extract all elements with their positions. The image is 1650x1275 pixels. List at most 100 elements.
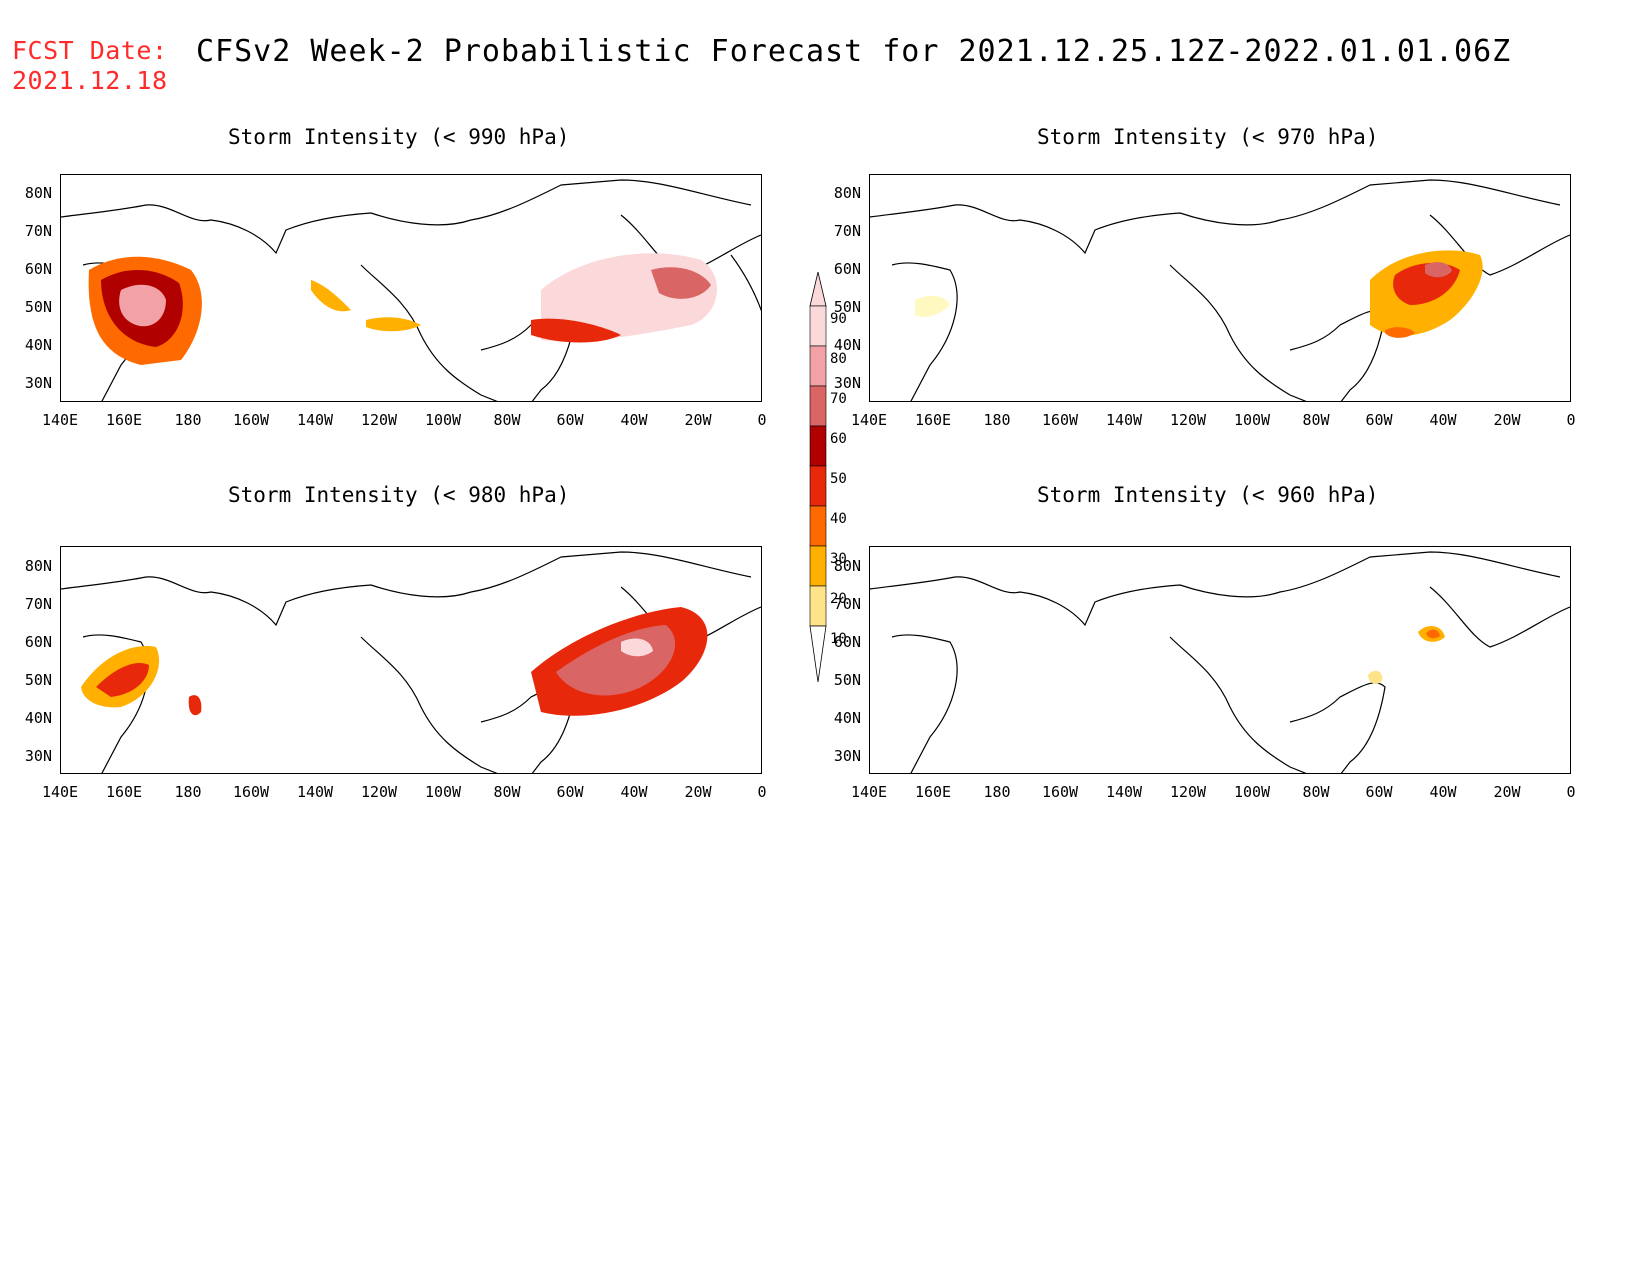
lon-label: 20W	[684, 411, 712, 429]
map-panel-980	[60, 546, 762, 774]
lat-label: 50N	[833, 298, 861, 316]
lon-label: 160E	[105, 783, 143, 801]
lon-label: 140E	[850, 783, 888, 801]
map-panel-990	[60, 174, 762, 402]
legend-label: 50	[830, 471, 847, 487]
legend-label: 20	[830, 591, 847, 607]
probability-shading-980	[81, 607, 708, 716]
lon-label: 40W	[620, 411, 648, 429]
legend-label: 30	[830, 551, 847, 567]
legend-label: 70	[830, 391, 847, 407]
lon-label: 60W	[1365, 783, 1393, 801]
lat-label: 40N	[833, 709, 861, 727]
lat-label: 80N	[833, 557, 861, 575]
lat-label: 30N	[24, 374, 52, 392]
lon-label: 180	[983, 411, 1011, 429]
lon-label: 140E	[850, 411, 888, 429]
legend-label: 40	[830, 511, 847, 527]
lon-label: 120W	[360, 411, 398, 429]
legend-swatch	[809, 425, 827, 467]
map-svg-970	[870, 179, 1570, 401]
legend-label: 10	[830, 631, 847, 647]
lon-label: 180	[174, 783, 202, 801]
lon-label: 100W	[424, 411, 462, 429]
lat-label: 30N	[833, 374, 861, 392]
lat-label: 70N	[833, 595, 861, 613]
lon-label: 160W	[232, 783, 270, 801]
lon-label: 0	[757, 411, 767, 429]
lon-label: 180	[983, 783, 1011, 801]
lon-label: 40W	[1429, 411, 1457, 429]
map-svg-990	[61, 179, 761, 401]
lon-label: 180	[174, 411, 202, 429]
lat-label: 50N	[24, 671, 52, 689]
lat-label: 40N	[833, 336, 861, 354]
lon-label: 160E	[914, 411, 952, 429]
lon-label: 140E	[41, 411, 79, 429]
lat-label: 40N	[24, 336, 52, 354]
coastlines	[870, 551, 1570, 773]
lon-label: 120W	[360, 783, 398, 801]
lon-label: 80W	[1302, 783, 1330, 801]
lon-label: 160E	[914, 783, 952, 801]
lon-label: 80W	[493, 411, 521, 429]
colorbar-svg	[809, 271, 827, 683]
lat-label: 50N	[24, 298, 52, 316]
lon-label: 140W	[296, 783, 334, 801]
lat-label: 30N	[24, 747, 52, 765]
lat-label: 60N	[833, 633, 861, 651]
lat-label: 80N	[24, 184, 52, 202]
lon-label: 100W	[1233, 783, 1271, 801]
lon-label: 60W	[556, 783, 584, 801]
fcst-date-label: FCST Date:	[12, 36, 168, 65]
lat-label: 70N	[833, 222, 861, 240]
lon-label: 140W	[1105, 783, 1143, 801]
forecast-date-block: FCST Date: 2021.12.18	[12, 36, 168, 96]
lon-label: 60W	[556, 411, 584, 429]
main-title: CFSv2 Week-2 Probabilistic Forecast for …	[196, 34, 1512, 69]
lon-label: 80W	[493, 783, 521, 801]
legend-swatch	[809, 305, 827, 347]
legend-label: 80	[830, 351, 847, 367]
legend-swatch	[809, 585, 827, 627]
panel-title-990: Storm Intensity (< 990 hPa)	[228, 125, 570, 149]
lat-label: 60N	[833, 260, 861, 278]
panel-title-970: Storm Intensity (< 970 hPa)	[1037, 125, 1379, 149]
lat-label: 60N	[24, 260, 52, 278]
lon-label: 60W	[1365, 411, 1393, 429]
panel-title-960: Storm Intensity (< 960 hPa)	[1037, 483, 1379, 507]
lat-label: 70N	[24, 595, 52, 613]
panel-title-980: Storm Intensity (< 980 hPa)	[228, 483, 570, 507]
lon-label: 160W	[1041, 411, 1079, 429]
lon-label: 160W	[1041, 783, 1079, 801]
map-svg-980	[61, 551, 761, 773]
lon-label: 140E	[41, 783, 79, 801]
lon-label: 20W	[684, 783, 712, 801]
lon-label: 20W	[1493, 783, 1521, 801]
lon-label: 100W	[424, 783, 462, 801]
legend-label: 90	[830, 311, 847, 327]
lat-label: 40N	[24, 709, 52, 727]
map-panel-960	[869, 546, 1571, 774]
lat-label: 50N	[833, 671, 861, 689]
lat-label: 80N	[24, 557, 52, 575]
probability-colorbar	[806, 271, 830, 686]
lon-label: 40W	[1429, 783, 1457, 801]
lon-label: 120W	[1169, 783, 1207, 801]
lon-label: 80W	[1302, 411, 1330, 429]
probability-shading-960	[1368, 625, 1445, 684]
lon-label: 140W	[296, 411, 334, 429]
probability-shading-990	[88, 253, 718, 365]
map-svg-960	[870, 551, 1570, 773]
lon-label: 20W	[1493, 411, 1521, 429]
lon-label: 40W	[620, 783, 648, 801]
lon-label: 0	[1566, 783, 1576, 801]
legend-label: 60	[830, 431, 847, 447]
lon-label: 140W	[1105, 411, 1143, 429]
lon-label: 0	[1566, 411, 1576, 429]
legend-swatch	[809, 465, 827, 507]
lat-label: 60N	[24, 633, 52, 651]
lon-label: 100W	[1233, 411, 1271, 429]
lon-label: 0	[757, 783, 767, 801]
lat-label: 70N	[24, 222, 52, 240]
